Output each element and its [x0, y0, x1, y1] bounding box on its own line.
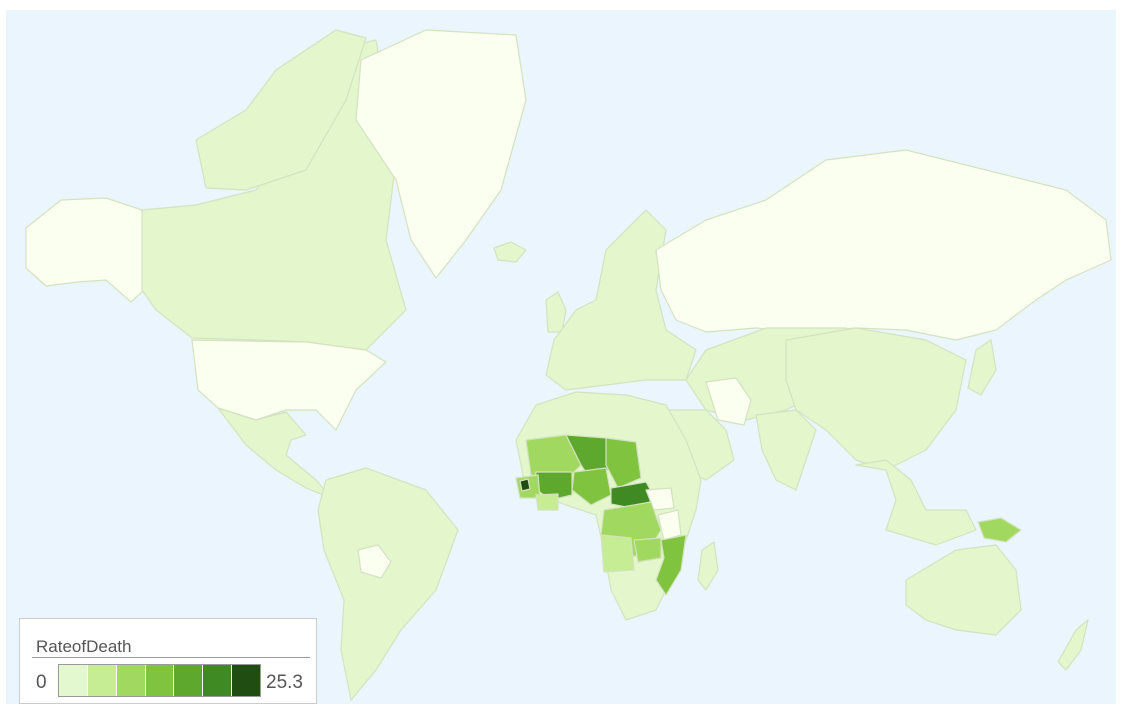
scale-swatch-0: [59, 665, 88, 696]
world-map[interactable]: RateofDeath 0 25.3: [6, 10, 1116, 704]
legend-divider: [32, 657, 310, 658]
region-tanzania[interactable]: [657, 509, 682, 541]
region-japan[interactable]: [967, 339, 997, 396]
region-russia[interactable]: [655, 149, 1112, 341]
region-china[interactable]: [785, 327, 967, 471]
region-alaska[interactable]: [25, 197, 145, 303]
region-arctic-islands[interactable]: [195, 29, 367, 191]
region-bolivia[interactable]: [357, 544, 392, 579]
region-zambia[interactable]: [633, 537, 662, 563]
scale-swatch-3: [145, 665, 175, 696]
region-greenland[interactable]: [355, 29, 527, 279]
region-iceland[interactable]: [493, 241, 527, 263]
region-india[interactable]: [755, 409, 817, 491]
map-svg[interactable]: [6, 10, 1116, 704]
region-sierra-leone[interactable]: [519, 478, 531, 492]
legend-max-value: 25.3: [266, 672, 303, 693]
scale-swatch-1: [87, 665, 117, 696]
scale-swatch-5: [203, 665, 233, 696]
region-australia[interactable]: [905, 544, 1022, 636]
region-iran[interactable]: [705, 377, 752, 426]
legend-min-value: 0: [36, 672, 47, 693]
region-chad[interactable]: [605, 437, 642, 489]
color-scale: [58, 664, 261, 697]
legend: RateofDeath 0 25.3: [19, 618, 317, 704]
region-southeast-asia[interactable]: [855, 459, 977, 546]
scale-swatch-6: [232, 665, 261, 696]
region-usa[interactable]: [191, 339, 387, 431]
scale-swatch-2: [116, 665, 146, 696]
region-new-zealand[interactable]: [1057, 619, 1089, 671]
region-mozambique[interactable]: [655, 534, 687, 596]
region-madagascar[interactable]: [697, 541, 719, 591]
scale-swatch-4: [174, 665, 204, 696]
region-uk[interactable]: [545, 291, 567, 333]
region-papua-new-guinea[interactable]: [977, 517, 1022, 543]
region-ivory-coast[interactable]: [535, 493, 559, 511]
region-angola[interactable]: [600, 534, 635, 573]
legend-title: RateofDeath: [36, 637, 132, 656]
region-south-america[interactable]: [317, 467, 459, 701]
region-mexico-central-america[interactable]: [217, 407, 332, 499]
